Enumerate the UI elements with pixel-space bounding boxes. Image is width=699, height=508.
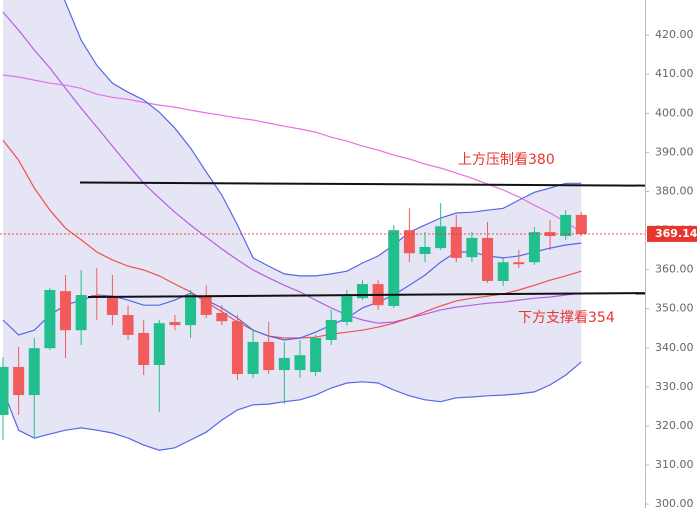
candle-body	[388, 230, 400, 306]
candle-body	[560, 214, 572, 237]
band-fill	[3, 0, 582, 451]
candle-body	[13, 366, 25, 396]
candle-body	[435, 226, 447, 249]
y-tick-label: 380.00	[655, 184, 694, 197]
candle-body	[310, 338, 322, 373]
band-upper	[63, 0, 582, 277]
candle-body	[75, 295, 87, 331]
band-lower	[2, 361, 582, 451]
annotation-line	[87, 292, 645, 298]
candle-body	[419, 246, 431, 254]
candle-body	[247, 341, 259, 374]
y-tick-label: 310.00	[655, 458, 694, 471]
candle-body	[450, 227, 462, 258]
candle-body	[153, 323, 165, 365]
candle-body	[278, 357, 290, 371]
y-tick-label: 330.00	[655, 380, 694, 393]
y-tick-label: 360.00	[655, 263, 694, 276]
candle-body	[138, 332, 150, 365]
candle-body	[356, 284, 368, 299]
candle-body	[341, 296, 353, 322]
candle-body	[497, 262, 509, 281]
y-tick-label: 410.00	[655, 67, 694, 80]
candle-body	[263, 341, 275, 371]
candle-body	[466, 237, 478, 258]
plot-area	[0, 0, 645, 451]
candle-body	[403, 230, 415, 254]
candle-body	[60, 291, 72, 331]
annotation-label: 下方支撑看354	[518, 310, 615, 326]
candle-body	[122, 314, 134, 335]
candle-body	[169, 321, 181, 326]
moving-average	[2, 74, 582, 233]
candle-body	[216, 313, 228, 322]
y-tick-label: 300.00	[655, 497, 694, 508]
candle-body	[106, 296, 118, 315]
candle-body	[28, 348, 40, 396]
candle-body	[0, 366, 9, 415]
annotation-line	[79, 181, 645, 187]
candle-body	[200, 296, 212, 315]
candle-body	[482, 237, 494, 281]
price-tag-label: 369.14	[655, 227, 698, 240]
y-tick-label: 400.00	[655, 106, 694, 119]
moving-average	[2, 139, 582, 339]
candle-body	[513, 262, 525, 265]
candle-body	[231, 321, 243, 374]
candle-body	[185, 295, 197, 326]
candle-body	[44, 289, 56, 349]
annotation-label: 上方压制看380	[458, 152, 555, 168]
y-tick-label: 420.00	[655, 28, 694, 41]
y-tick-label: 390.00	[655, 145, 694, 158]
candle-body	[294, 355, 306, 371]
candle-body	[544, 232, 556, 237]
candle-body	[575, 214, 587, 235]
y-tick-label: 340.00	[655, 341, 694, 354]
price-tag	[647, 225, 697, 242]
candle-body	[325, 320, 337, 340]
moving-average	[2, 11, 582, 324]
y-tick-label: 350.00	[655, 302, 694, 315]
candle-body	[528, 232, 540, 263]
y-tick-label: 320.00	[655, 419, 694, 432]
